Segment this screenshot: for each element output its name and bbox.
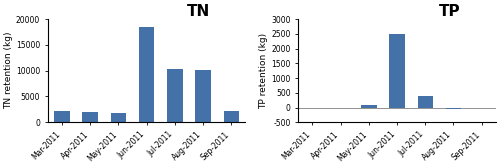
Bar [418, 96, 433, 108]
Bar [82, 112, 98, 122]
Text: TP: TP [438, 4, 460, 19]
Bar [110, 113, 126, 122]
Bar [139, 27, 154, 122]
Bar [196, 70, 211, 122]
Bar [167, 69, 182, 122]
Bar [390, 34, 405, 108]
Text: TN: TN [186, 4, 210, 19]
Bar [361, 105, 376, 108]
Bar [54, 111, 70, 122]
Y-axis label: TP retention (kg): TP retention (kg) [260, 33, 268, 109]
Bar [224, 111, 239, 122]
Bar [446, 108, 462, 109]
Y-axis label: TN retention (kg): TN retention (kg) [4, 32, 13, 109]
